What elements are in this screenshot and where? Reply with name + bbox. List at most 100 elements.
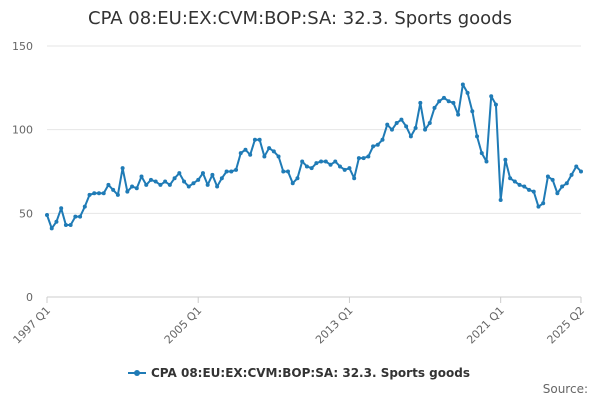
data-point[interactable] bbox=[579, 169, 583, 174]
data-point[interactable] bbox=[394, 120, 399, 125]
data-point[interactable] bbox=[177, 171, 182, 176]
data-point[interactable] bbox=[427, 120, 432, 125]
data-point[interactable] bbox=[286, 169, 291, 174]
data-point[interactable] bbox=[408, 134, 413, 139]
data-point[interactable] bbox=[451, 100, 456, 105]
data-point[interactable] bbox=[456, 112, 461, 117]
data-point[interactable] bbox=[475, 134, 480, 139]
data-point[interactable] bbox=[314, 161, 319, 166]
data-point[interactable] bbox=[522, 184, 527, 189]
data-point[interactable] bbox=[191, 181, 196, 186]
data-point[interactable] bbox=[479, 151, 484, 156]
data-point[interactable] bbox=[130, 184, 135, 189]
data-point[interactable] bbox=[323, 159, 328, 164]
data-point[interactable] bbox=[437, 99, 442, 104]
data-point[interactable] bbox=[59, 206, 64, 211]
data-point[interactable] bbox=[87, 192, 92, 197]
legend[interactable]: CPA 08:EU:EX:CVM:BOP:SA: 32.3. Sports go… bbox=[128, 366, 470, 380]
data-point[interactable] bbox=[92, 191, 97, 196]
data-point[interactable] bbox=[356, 156, 361, 161]
data-point[interactable] bbox=[569, 172, 574, 177]
data-point[interactable] bbox=[219, 176, 224, 181]
data-point[interactable] bbox=[375, 142, 380, 147]
data-point[interactable] bbox=[300, 159, 305, 164]
data-point[interactable] bbox=[371, 144, 376, 149]
data-point[interactable] bbox=[144, 182, 149, 187]
data-point[interactable] bbox=[257, 137, 262, 142]
data-point[interactable] bbox=[205, 182, 210, 187]
data-point[interactable] bbox=[484, 159, 489, 164]
data-point[interactable] bbox=[148, 177, 153, 182]
data-point[interactable] bbox=[536, 204, 541, 209]
data-point[interactable] bbox=[441, 95, 446, 100]
data-point[interactable] bbox=[399, 117, 404, 122]
data-point[interactable] bbox=[186, 184, 191, 189]
data-point[interactable] bbox=[550, 177, 555, 182]
data-point[interactable] bbox=[125, 189, 130, 194]
data-point[interactable] bbox=[267, 146, 272, 151]
data-point[interactable] bbox=[555, 191, 560, 196]
data-point[interactable] bbox=[508, 176, 513, 181]
data-point[interactable] bbox=[337, 164, 342, 169]
data-point[interactable] bbox=[252, 137, 257, 142]
data-point[interactable] bbox=[328, 162, 333, 167]
data-point[interactable] bbox=[45, 213, 49, 218]
data-point[interactable] bbox=[413, 125, 418, 130]
data-point[interactable] bbox=[215, 184, 220, 189]
data-point[interactable] bbox=[290, 181, 295, 186]
data-point[interactable] bbox=[380, 137, 385, 142]
data-point[interactable] bbox=[527, 187, 532, 192]
data-point[interactable] bbox=[352, 176, 357, 181]
data-point[interactable] bbox=[196, 177, 201, 182]
data-point[interactable] bbox=[63, 223, 68, 228]
data-point[interactable] bbox=[517, 182, 522, 187]
data-point[interactable] bbox=[361, 156, 366, 161]
data-point[interactable] bbox=[564, 181, 569, 186]
data-point[interactable] bbox=[281, 169, 286, 174]
data-point[interactable] bbox=[248, 152, 253, 157]
data-point[interactable] bbox=[106, 182, 111, 187]
data-point[interactable] bbox=[229, 169, 234, 174]
data-point[interactable] bbox=[493, 102, 498, 107]
data-point[interactable] bbox=[319, 159, 324, 164]
data-point[interactable] bbox=[432, 105, 437, 110]
data-point[interactable] bbox=[172, 176, 177, 181]
data-point[interactable] bbox=[304, 164, 309, 169]
data-point[interactable] bbox=[96, 191, 101, 196]
data-point[interactable] bbox=[115, 192, 120, 197]
data-point[interactable] bbox=[276, 154, 281, 159]
data-point[interactable] bbox=[446, 99, 451, 104]
data-point[interactable] bbox=[158, 182, 163, 187]
data-point[interactable] bbox=[541, 201, 546, 206]
data-point[interactable] bbox=[167, 182, 172, 187]
data-point[interactable] bbox=[347, 166, 352, 171]
data-point[interactable] bbox=[139, 174, 144, 179]
data-point[interactable] bbox=[200, 171, 205, 176]
data-point[interactable] bbox=[404, 124, 409, 129]
data-point[interactable] bbox=[389, 127, 394, 132]
data-point[interactable] bbox=[120, 166, 125, 171]
data-point[interactable] bbox=[234, 167, 239, 172]
data-point[interactable] bbox=[460, 82, 465, 87]
data-point[interactable] bbox=[470, 109, 475, 114]
data-point[interactable] bbox=[78, 214, 83, 219]
data-point[interactable] bbox=[366, 154, 371, 159]
data-point[interactable] bbox=[243, 147, 248, 152]
data-point[interactable] bbox=[101, 191, 106, 196]
data-point[interactable] bbox=[182, 179, 187, 184]
data-point[interactable] bbox=[503, 157, 508, 162]
data-point[interactable] bbox=[82, 204, 87, 209]
data-point[interactable] bbox=[54, 219, 59, 224]
data-point[interactable] bbox=[134, 186, 139, 191]
data-point[interactable] bbox=[271, 149, 276, 154]
data-point[interactable] bbox=[489, 94, 494, 99]
data-point[interactable] bbox=[295, 176, 300, 181]
data-point[interactable] bbox=[418, 100, 423, 105]
data-point[interactable] bbox=[560, 184, 565, 189]
data-point[interactable] bbox=[262, 154, 267, 159]
data-point[interactable] bbox=[498, 197, 503, 202]
data-point[interactable] bbox=[385, 122, 390, 127]
data-point[interactable] bbox=[111, 187, 116, 192]
data-point[interactable] bbox=[465, 90, 470, 95]
data-point[interactable] bbox=[238, 151, 243, 156]
